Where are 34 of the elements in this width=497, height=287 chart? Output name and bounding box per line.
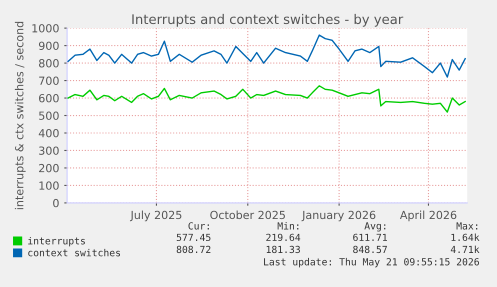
x-tick-label: January 2026	[302, 210, 376, 222]
y-tick-label: 300	[39, 146, 59, 155]
text: Min:	[278, 222, 298, 230]
text: Last update: Thu May 21 09:55:15 2026	[264, 258, 479, 268]
text: Cur:	[188, 222, 209, 230]
y-axis-title: interrupts & ctx switches / second	[14, 22, 26, 210]
x-tick-label: October 2025	[210, 210, 285, 220]
text: 219.64	[266, 234, 300, 242]
chart-title: Interrupts and context switches - by year	[132, 14, 404, 27]
text: 848.57	[353, 246, 387, 254]
line-series	[67, 85, 466, 113]
y-tick-label: 900	[38, 42, 59, 50]
text: 4.71k	[450, 246, 480, 253]
text: Avg:	[364, 222, 386, 232]
y-tick-label: 600	[39, 94, 59, 102]
y-tick-label: 500	[39, 111, 59, 120]
y-tick-label: 1000	[32, 24, 59, 33]
y-tick-label: 0	[53, 198, 59, 208]
text: Max:	[456, 222, 478, 230]
legend-label: interrupts	[28, 236, 85, 246]
y-tick-label: 100	[39, 181, 59, 190]
x-tick-label: April 2026	[400, 210, 456, 222]
text: 181.33	[266, 246, 300, 254]
y-tick-label: 400	[38, 128, 59, 138]
y-tick-label: 700	[39, 76, 59, 85]
legend-label: context switches	[28, 248, 120, 256]
text: 808.72	[176, 246, 210, 254]
text: 577.45	[176, 234, 210, 242]
y-tick-label: 200	[39, 164, 59, 172]
line-series	[67, 34, 466, 78]
x-tick-label: July 2025	[130, 210, 182, 222]
text: 611.71	[353, 234, 387, 242]
text: 1.64k	[452, 234, 480, 242]
y-tick-label: 800	[39, 59, 59, 68]
